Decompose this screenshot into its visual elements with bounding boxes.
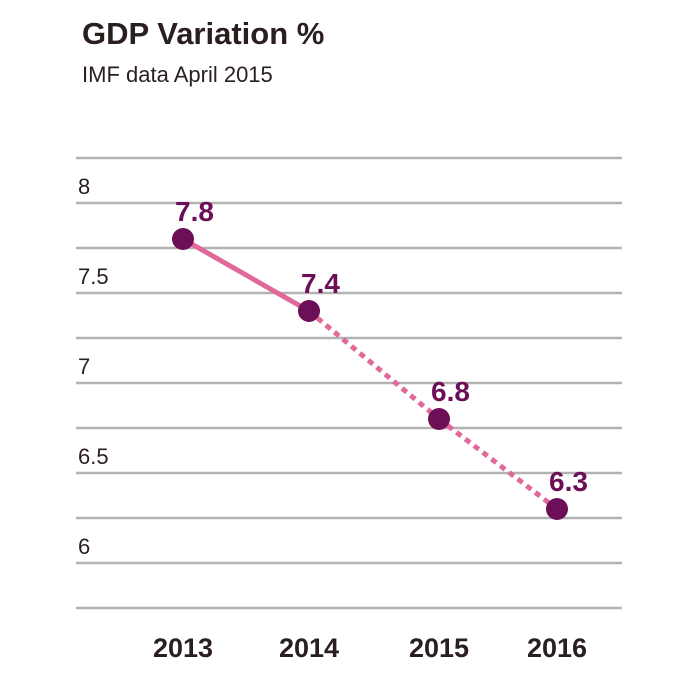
data-point-2016 (546, 498, 568, 520)
projected-segment (437, 417, 559, 511)
y-axis-ticks: 6 6.5 7 7.5 8 (78, 174, 109, 559)
y-tick-label: 6.5 (78, 444, 109, 469)
x-tick-label: 2013 (153, 633, 213, 663)
data-point-2014 (298, 300, 320, 322)
x-tick-label: 2016 (527, 633, 587, 663)
chart-subtitle: IMF data April 2015 (82, 62, 273, 87)
data-point-2015 (428, 408, 450, 430)
x-tick-label: 2014 (279, 633, 339, 663)
y-tick-label: 6 (78, 534, 90, 559)
actual-segment (181, 236, 311, 314)
data-label-2016: 6.3 (549, 466, 588, 497)
x-axis-ticks: 2013 2014 2015 2016 (153, 633, 587, 663)
gdp-series: 7.8 7.4 6.8 6.3 (172, 196, 588, 520)
y-tick-label: 7 (78, 354, 90, 379)
grid-lines (76, 156, 622, 610)
data-point-2013 (172, 228, 194, 250)
data-label-2013: 7.8 (175, 196, 214, 227)
projected-segment (307, 309, 441, 421)
x-tick-label: 2015 (409, 633, 469, 663)
data-label-2014: 7.4 (301, 268, 340, 299)
data-label-2015: 6.8 (431, 376, 470, 407)
chart-title: GDP Variation % (82, 16, 325, 51)
y-tick-label: 8 (78, 174, 90, 199)
y-tick-label: 7.5 (78, 264, 109, 289)
